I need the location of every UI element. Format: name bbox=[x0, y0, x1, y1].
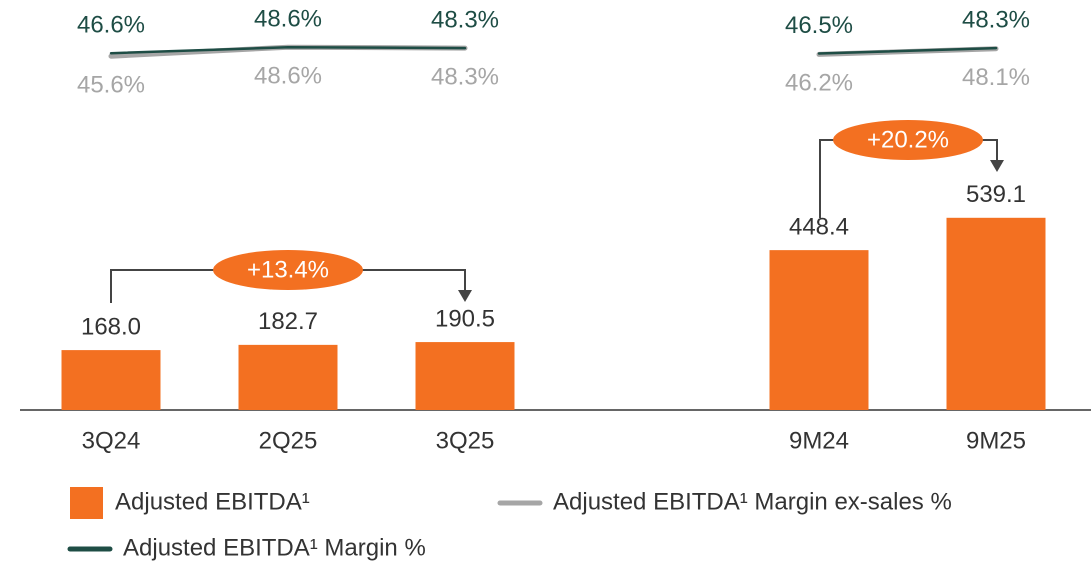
arrow-head bbox=[990, 160, 1004, 172]
data-label: 46.6% bbox=[77, 12, 145, 39]
x-tick-label: 2Q25 bbox=[259, 427, 318, 454]
annotation: +13.4% bbox=[247, 256, 329, 283]
data-label: 539.1 bbox=[966, 181, 1026, 208]
data-label: 48.3% bbox=[962, 6, 1030, 33]
x-tick-label: 3Q25 bbox=[436, 427, 495, 454]
data-label: 168.0 bbox=[81, 313, 141, 340]
x-tick-label: 3Q24 bbox=[82, 427, 141, 454]
annotation-badge bbox=[213, 250, 363, 290]
x-tick-label: 9M25 bbox=[966, 427, 1026, 454]
bar bbox=[946, 217, 1046, 410]
data-label: 48.1% bbox=[962, 64, 1030, 91]
legend-label: Adjusted EBITDA¹ Margin % bbox=[123, 534, 426, 561]
data-label: 45.6% bbox=[77, 72, 145, 99]
data-label: 46.5% bbox=[785, 12, 853, 39]
legend-label: Adjusted EBITDA¹ bbox=[115, 488, 310, 515]
data-label: 48.3% bbox=[431, 6, 499, 33]
bar bbox=[61, 350, 161, 410]
data-label: 190.5 bbox=[435, 305, 495, 332]
data-label: 48.6% bbox=[254, 63, 322, 90]
legend-label: Adjusted EBITDA¹ Margin ex-sales % bbox=[553, 488, 952, 515]
data-label: 448.4 bbox=[789, 213, 849, 240]
annotation-badge bbox=[833, 120, 983, 160]
data-label: 48.3% bbox=[431, 63, 499, 90]
data-label: 182.7 bbox=[258, 308, 318, 335]
data-label: 46.2% bbox=[785, 70, 853, 97]
legend-swatch bbox=[70, 487, 103, 519]
bar bbox=[415, 342, 515, 410]
annotation: +20.2% bbox=[867, 126, 949, 153]
bar bbox=[769, 250, 869, 410]
bar bbox=[238, 344, 338, 410]
line bbox=[109, 45, 998, 55]
data-label: 48.6% bbox=[254, 6, 322, 33]
arrow-head bbox=[458, 290, 472, 302]
x-tick-label: 9M24 bbox=[789, 427, 849, 454]
